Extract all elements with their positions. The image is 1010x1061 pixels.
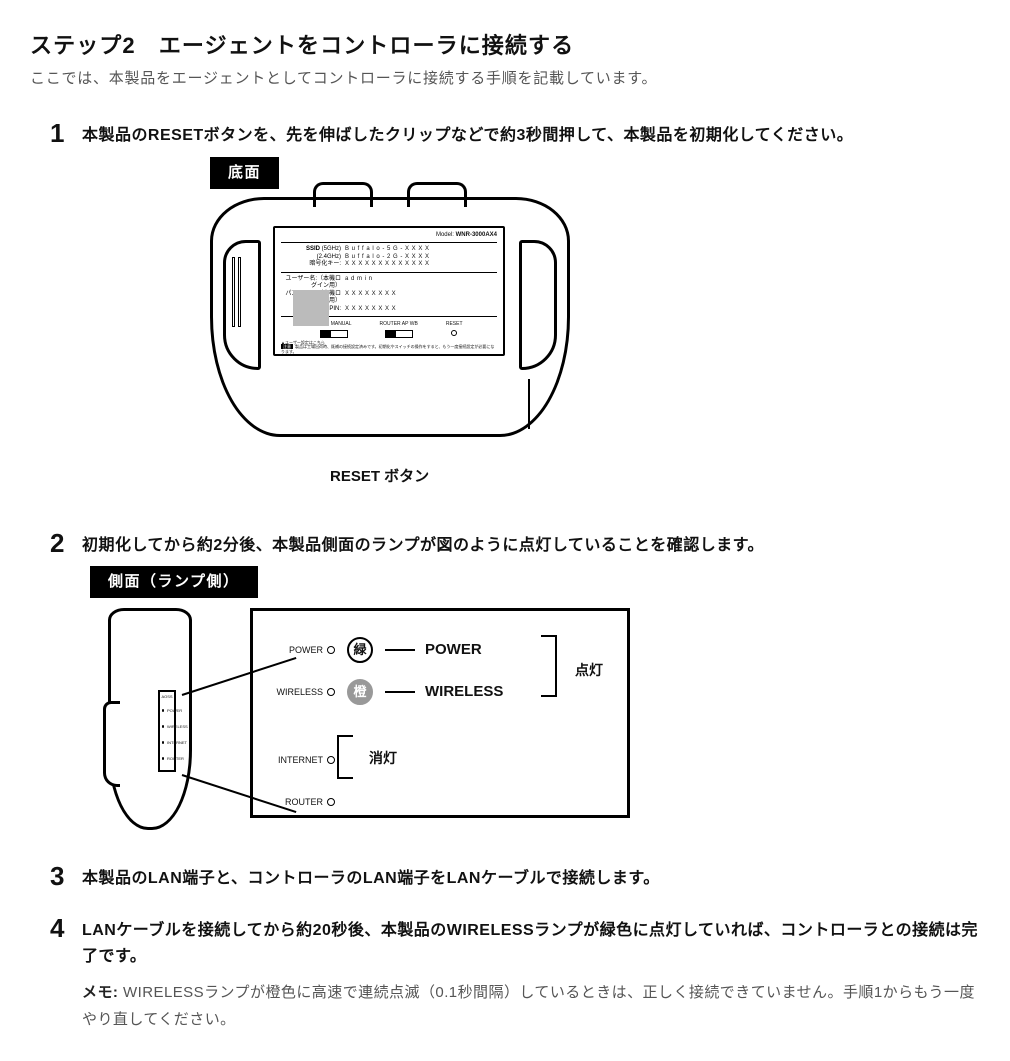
led-internet-tiny: INTERNET: [167, 740, 187, 746]
step-number: 1: [50, 119, 72, 149]
switch-ap-label: AP: [402, 321, 409, 327]
led-dot-icon: [327, 688, 335, 696]
led-column: AOSS POWER WIRELESS INTERNET ROUTER: [158, 690, 176, 772]
led-wireless-tiny: WIRELESS: [167, 724, 188, 730]
user-label: ユーザー名:（本機ログイン用）: [281, 276, 341, 291]
instruction-2: 2 初期化してから約2分後、本製品側面のランプが図のように点灯していることを確認…: [50, 529, 980, 559]
instruction-4: 4 LANケーブルを接続してから約20秒後、本製品のWIRELESSランプが緑色…: [50, 914, 980, 969]
led-internet-tag: INTERNET: [267, 753, 327, 767]
color-orange-badge: 橙: [347, 679, 373, 705]
color-green-badge: 緑: [347, 637, 373, 663]
bracket-icon: [337, 735, 353, 779]
led-dot-icon: [327, 798, 335, 806]
wps-value: X X X X X X X X: [345, 306, 396, 314]
step-text: 本製品のLAN端子と、コントローラのLAN端子をLANケーブルで接続します。: [82, 862, 660, 892]
reset-hole: RESET: [446, 321, 463, 337]
wireless-name: WIRELESS: [425, 680, 515, 704]
led-dot-icon: [327, 646, 335, 654]
device-side-notch-right: [519, 240, 557, 370]
switch-wb-label: WB: [410, 321, 418, 327]
step-subtitle: ここでは、本製品をエージェントとしてコントローラに接続する手順を記載しています。: [30, 67, 980, 91]
step-title: ステップ2 エージェントをコントローラに接続する: [30, 28, 980, 63]
model-label: Model:: [436, 232, 454, 238]
device-bottom-illustration: Model: WNR-3000AX4 SSID (5GHz) B u f f a …: [210, 197, 570, 437]
led-router-tag: ROUTER: [267, 795, 327, 809]
dash-icon: [385, 691, 415, 693]
memo-text: WIRELESSランプが橙色に高速で連続点滅（0.1秒間隔）しているときは、正し…: [82, 984, 975, 1028]
instruction-1: 1 本製品のRESETボタンを、先を伸ばしたクリップなどで約3秒間押して、本製品…: [50, 119, 980, 149]
key-label: 暗号化キー:: [281, 261, 341, 269]
led-dot-icon: [327, 756, 335, 764]
led-router-tiny: ROUTER: [167, 756, 184, 762]
bracket-icon: [541, 635, 557, 697]
power-name: POWER: [425, 638, 515, 662]
device-label-panel: Model: WNR-3000AX4 SSID (5GHz) B u f f a …: [273, 226, 505, 356]
user-value: a d m i n: [345, 276, 373, 291]
mode-switch-2: ROUTER AP WB: [380, 321, 418, 337]
led-wireless-tag: WIRELESS: [267, 685, 327, 699]
device-side-illustration: AOSS POWER WIRELESS INTERNET ROUTER: [90, 608, 210, 838]
dash-icon: [385, 649, 415, 651]
led-power-tag: POWER: [267, 643, 327, 657]
model-value: WNR-3000AX4: [456, 232, 497, 238]
ssid2-value: B u f f a l o - 2 G - X X X X: [345, 254, 430, 262]
warn-text: 製品は工場出荷時、既補の接続設定済みです。初期化やスイッチの操作をすると、もう一…: [281, 344, 494, 354]
aoss-label: AOSS: [160, 692, 174, 702]
switch-manual-label: MANUAL: [331, 321, 352, 327]
device-side-notch-left: [223, 240, 261, 370]
led-detail-panel: POWER 緑 POWER WIRELESS 橙 WIRELESS INTERN…: [250, 608, 630, 818]
step-text: 初期化してから約2分後、本製品側面のランプが図のように点灯していることを確認しま…: [82, 529, 764, 559]
off-label: 消灯: [369, 747, 397, 769]
ssid5-value: B u f f a l o - 5 G - X X X X: [345, 246, 430, 254]
bottom-face-badge: 底面: [210, 157, 279, 189]
switch-router-label: ROUTER: [380, 321, 401, 327]
reset-callout-line: [528, 379, 530, 429]
instruction-3: 3 本製品のLAN端子と、コントローラのLAN端子をLANケーブルで接続します。: [50, 862, 980, 892]
ssid5-band: (5GHz): [322, 246, 341, 252]
reset-button-caption: RESET ボタン: [330, 465, 980, 489]
step-number: 4: [50, 914, 72, 969]
step-text: 本製品のRESETボタンを、先を伸ばしたクリップなどで約3秒間押して、本製品を初…: [82, 119, 853, 149]
reset-label: RESET: [446, 321, 463, 327]
key-value: X X X X X X X X X X X X X: [345, 261, 430, 269]
lit-label: 点灯: [575, 659, 603, 681]
qr-code-icon: [293, 290, 329, 326]
memo-label: メモ:: [82, 984, 118, 1001]
side-face-badge: 側面（ランプ側）: [90, 566, 258, 598]
step-text: LANケーブルを接続してから約20秒後、本製品のWIRELESSランプが緑色に点…: [82, 914, 980, 969]
memo-paragraph: メモ: WIRELESSランプが橙色に高速で連続点滅（0.1秒間隔）しているとき…: [82, 979, 980, 1033]
pass-value: X X X X X X X X: [345, 291, 396, 306]
led-power-tiny: POWER: [167, 708, 182, 714]
step-number: 2: [50, 529, 72, 559]
ssid-label: SSID: [306, 246, 320, 252]
step-number: 3: [50, 862, 72, 892]
